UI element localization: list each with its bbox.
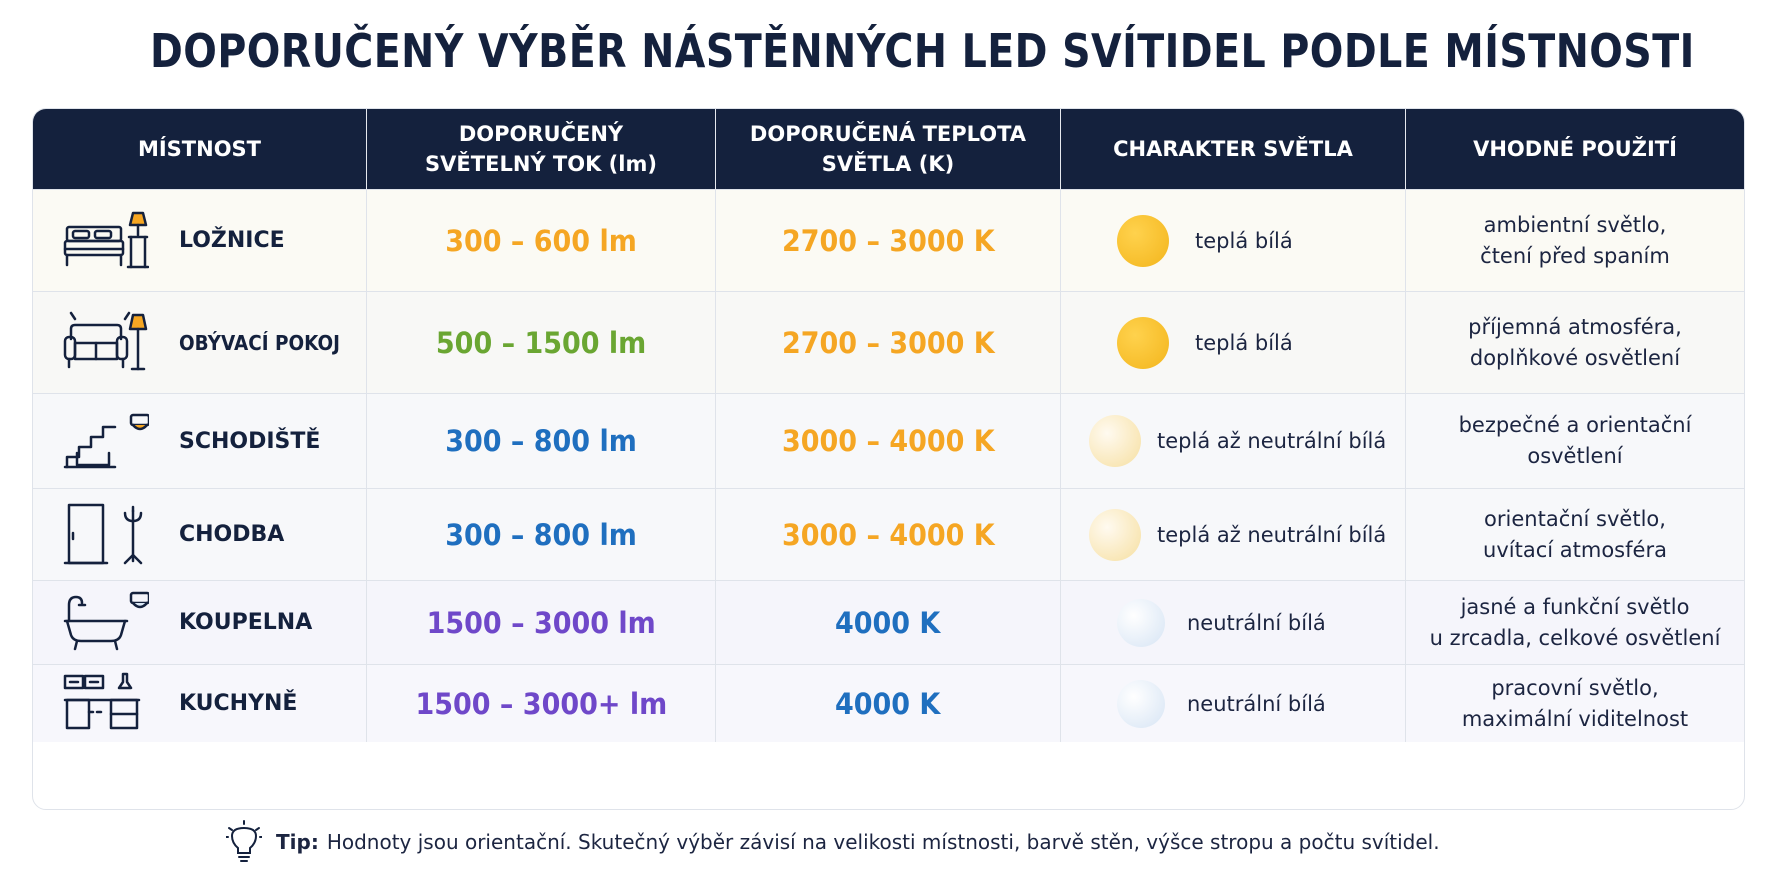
character-cell: neutrální bílá — [1061, 665, 1406, 742]
character-cell: neutrální bílá — [1061, 581, 1406, 664]
room-name: CHODBA — [179, 522, 285, 547]
table-row: KUCHYNĚ 1500 – 3000+ lm 4000 K neutrální… — [33, 664, 1744, 742]
flux-value: 300 – 600 lm — [445, 223, 637, 258]
temperature-cell: 4000 K — [716, 665, 1061, 742]
page-title: DOPORUČENÝ VÝBĚR NÁSTĚNNÝCH LED SVÍTIDEL… — [150, 24, 1695, 78]
room-cell: KOUPELNA — [33, 581, 367, 664]
flux-cell: 500 – 1500 lm — [367, 292, 716, 393]
use-text: ambientní světlo, čtení před spaním — [1480, 212, 1670, 268]
flux-cell: 300 – 800 lm — [367, 489, 716, 580]
room-name: KOUPELNA — [179, 610, 313, 635]
recommendation-table: MÍSTNOST DOPORUČENÝ SVĚTELNÝ TOK (lm) DO… — [32, 108, 1745, 810]
table-row: LOŽNICE 300 – 600 lm 2700 – 3000 K teplá… — [33, 189, 1744, 291]
room-cell: SCHODIŠTĚ — [33, 394, 367, 488]
warm-white-swatch — [1117, 316, 1169, 369]
character-text: teplá až neutrální bílá — [1157, 522, 1387, 547]
flux-value: 1500 – 3000+ lm — [415, 686, 667, 721]
use-cell: jasné a funkční světlo u zrcadla, celkov… — [1406, 581, 1744, 664]
header-character: CHARAKTER SVĚTLA — [1061, 109, 1406, 189]
room-cell: LOŽNICE — [33, 190, 367, 291]
flux-cell: 300 – 600 lm — [367, 190, 716, 291]
use-text: bezpečné a orientační osvětlení — [1458, 413, 1692, 468]
door-coat-rack-icon — [63, 503, 143, 564]
temperature-value: 2700 – 3000 K — [781, 223, 995, 258]
room-cell: KUCHYNĚ — [33, 665, 367, 742]
character-text: teplá bílá — [1195, 228, 1293, 253]
character-cell: teplá až neutrální bílá — [1061, 489, 1406, 580]
table-row: CHODBA 300 – 800 lm 3000 – 4000 K teplá … — [33, 488, 1744, 580]
character-cell: teplá bílá — [1061, 292, 1406, 393]
use-text: příjemná atmosféra, doplňkové osvětlení — [1468, 314, 1682, 370]
warm-neutral-swatch — [1089, 508, 1141, 561]
use-cell: bezpečné a orientační osvětlení — [1406, 394, 1744, 488]
room-name: OBÝVACÍ POKOJ — [179, 330, 341, 355]
room-name: SCHODIŠTĚ — [179, 428, 321, 454]
temperature-cell: 2700 – 3000 K — [716, 292, 1061, 393]
table-row: OBÝVACÍ POKOJ 500 – 1500 lm 2700 – 3000 … — [33, 291, 1744, 393]
room-name: LOŽNICE — [179, 228, 285, 253]
room-cell: CHODBA — [33, 489, 367, 580]
flux-cell: 1500 – 3000+ lm — [367, 665, 716, 742]
character-text: teplá až neutrální bílá — [1157, 429, 1387, 453]
character-text: neutrální bílá — [1187, 610, 1326, 635]
neutral-white-swatch — [1117, 598, 1165, 647]
temperature-value: 2700 – 3000 K — [781, 325, 995, 360]
bathtub-light-icon — [63, 591, 149, 650]
tip-label: Tip: — [276, 830, 319, 854]
tip-note: Tip: Hodnoty jsou orientační. Skutečný v… — [226, 812, 1526, 872]
header-temperature: DOPORUČENÁ TEPLOTA SVĚTLA (K) — [716, 109, 1061, 189]
use-text: orientační světlo, uvítací atmosféra — [1483, 506, 1667, 562]
use-text: pracovní světlo, maximální viditelnost — [1461, 675, 1689, 731]
temperature-value: 4000 K — [835, 686, 941, 721]
flux-cell: 1500 – 3000 lm — [367, 581, 716, 664]
use-cell: příjemná atmosféra, doplňkové osvětlení — [1406, 292, 1744, 393]
character-cell: teplá až neutrální bílá — [1061, 394, 1406, 488]
flux-value: 300 – 800 lm — [445, 517, 637, 552]
temperature-value: 4000 K — [835, 605, 941, 640]
header-flux: DOPORUČENÝ SVĚTELNÝ TOK (lm) — [367, 109, 716, 189]
header-use: VHODNÉ POUŽITÍ — [1473, 137, 1677, 161]
temperature-value: 3000 – 4000 K — [781, 424, 995, 458]
character-cell: teplá bílá — [1061, 190, 1406, 291]
use-text: jasné a funkční světlo u zrcadla, celkov… — [1429, 594, 1721, 650]
warm-neutral-swatch — [1089, 415, 1141, 467]
bed-lamp-icon — [63, 211, 149, 268]
use-cell: ambientní světlo, čtení před spaním — [1406, 190, 1744, 291]
lightbulb-icon — [226, 820, 262, 862]
flux-value: 1500 – 3000 lm — [426, 605, 656, 640]
character-text: teplá bílá — [1195, 330, 1293, 355]
flux-value: 300 – 800 lm — [445, 424, 637, 458]
temperature-cell: 3000 – 4000 K — [716, 489, 1061, 580]
character-text: neutrální bílá — [1187, 691, 1326, 716]
table-row: KOUPELNA 1500 – 3000 lm 4000 K neutrální… — [33, 580, 1744, 664]
use-cell: orientační světlo, uvítací atmosféra — [1406, 489, 1744, 580]
neutral-white-swatch — [1117, 679, 1165, 728]
sofa-lamp-icon — [63, 311, 148, 370]
temperature-cell: 3000 – 4000 K — [716, 394, 1061, 488]
room-name: KUCHYNĚ — [179, 691, 298, 716]
temperature-value: 3000 – 4000 K — [781, 517, 995, 552]
stairs-light-icon — [63, 413, 149, 469]
temperature-cell: 4000 K — [716, 581, 1061, 664]
temperature-cell: 2700 – 3000 K — [716, 190, 1061, 291]
flux-value: 500 – 1500 lm — [435, 325, 647, 360]
room-cell: OBÝVACÍ POKOJ — [33, 292, 367, 393]
use-cell: pracovní světlo, maximální viditelnost — [1406, 665, 1744, 742]
tip-text: Hodnoty jsou orientační. Skutečný výběr … — [326, 830, 1440, 854]
warm-white-swatch — [1117, 214, 1169, 267]
kitchen-icon — [63, 672, 141, 729]
flux-cell: 300 – 800 lm — [367, 394, 716, 488]
header-room: MÍSTNOST — [33, 109, 367, 189]
table-row: SCHODIŠTĚ 300 – 800 lm 3000 – 4000 K tep… — [33, 393, 1744, 488]
table-header: MÍSTNOST DOPORUČENÝ SVĚTELNÝ TOK (lm) DO… — [33, 109, 1744, 189]
